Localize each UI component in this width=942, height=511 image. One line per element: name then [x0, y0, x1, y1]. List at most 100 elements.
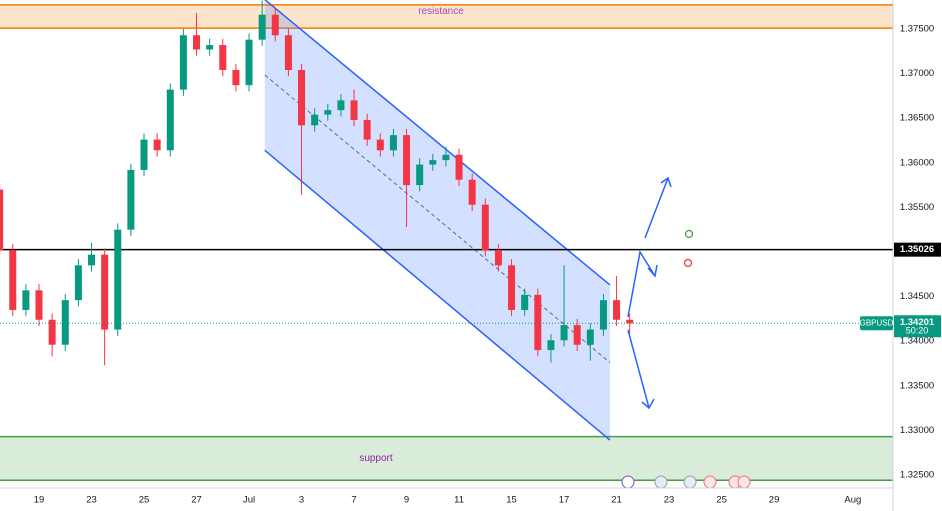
- x-tick-label: 15: [506, 495, 517, 506]
- event-icon[interactable]: [737, 475, 751, 489]
- candle-body: [534, 294, 542, 351]
- candle-body: [416, 164, 424, 186]
- x-tick-label: 19: [34, 495, 45, 506]
- candle-body: [166, 89, 174, 151]
- candle-body: [88, 254, 96, 266]
- candle-body: [114, 229, 122, 330]
- symbol-label: GBPUSD: [860, 318, 894, 327]
- arrow-head: [660, 176, 672, 188]
- y-tick-label: 1.32500: [900, 469, 934, 480]
- y-tick-label: 1.33500: [900, 380, 934, 391]
- candle-body: [193, 35, 201, 50]
- last-price-label: 1.34201: [900, 317, 935, 328]
- candle-body: [22, 290, 30, 310]
- event-icon[interactable]: [683, 475, 697, 489]
- candle-body: [9, 250, 17, 310]
- y-tick-label: 1.33000: [900, 425, 934, 436]
- candle-body: [455, 154, 463, 180]
- y-tick-label: 1.34000: [900, 336, 934, 347]
- x-tick-label: 27: [191, 495, 202, 506]
- channel-midline: [264, 74, 611, 363]
- x-tick-label: 17: [559, 495, 570, 506]
- y-tick-label: 1.34500: [900, 291, 934, 302]
- x-tick-label: 7: [351, 495, 356, 506]
- candle-body: [311, 114, 319, 126]
- x-tick-label: Jul: [243, 495, 255, 506]
- x-tick-label: 29: [769, 495, 780, 506]
- candle-body: [284, 35, 292, 71]
- candle-body: [389, 135, 397, 151]
- arrow-head: [641, 398, 655, 410]
- y-tick-label: 1.37000: [900, 68, 934, 79]
- candle-body: [179, 35, 187, 90]
- candle-body: [206, 45, 214, 50]
- arrow-head: [647, 264, 658, 278]
- candle-body: [219, 45, 227, 71]
- candle-body: [376, 139, 384, 151]
- candle-body: [363, 119, 371, 140]
- level-tag: [894, 242, 941, 257]
- x-tick-label: 23: [664, 495, 675, 506]
- candle-body: [494, 250, 502, 266]
- zone-label: resistance: [418, 6, 464, 17]
- x-tick-label: 9: [404, 495, 409, 506]
- event-icon[interactable]: [703, 475, 717, 489]
- marker: [683, 258, 693, 268]
- candle-body: [626, 319, 634, 324]
- zone: [0, 436, 893, 481]
- candle-body: [232, 70, 240, 86]
- candle-body: [442, 154, 450, 161]
- event-icon[interactable]: [621, 475, 635, 489]
- y-tick-label: 1.36000: [900, 157, 934, 168]
- x-tick-label: 11: [454, 495, 464, 506]
- candle-body: [140, 139, 148, 170]
- candle-body: [599, 300, 607, 330]
- candle-body: [547, 340, 555, 351]
- zone: [0, 4, 893, 29]
- symbol-tag: [860, 316, 893, 331]
- last-price-tag: [894, 315, 941, 338]
- y-tick-label: 1.36500: [900, 113, 934, 124]
- event-icon[interactable]: [654, 475, 668, 489]
- candle-body: [153, 139, 161, 151]
- candle-body: [403, 135, 411, 186]
- arrow: [627, 329, 650, 409]
- candle-body: [573, 325, 581, 345]
- candle-body: [613, 300, 621, 320]
- candle-body: [350, 100, 358, 120]
- x-tick-label: 21: [611, 495, 622, 506]
- y-tick-label: 1.37500: [900, 24, 934, 35]
- x-tick-label: 25: [716, 495, 727, 506]
- y-tick-label: 1.35500: [900, 202, 934, 213]
- candle-body: [481, 204, 489, 251]
- candle-body: [245, 39, 253, 86]
- candle-body: [324, 110, 332, 115]
- marker: [684, 229, 694, 239]
- candle-body: [127, 169, 135, 230]
- candle-body: [48, 319, 56, 345]
- candle-body: [560, 325, 568, 341]
- candle-body: [337, 100, 345, 111]
- candle-body: [298, 70, 306, 126]
- candle-body: [468, 179, 476, 205]
- channel-line: [264, 149, 611, 441]
- x-tick-label: 23: [86, 495, 97, 506]
- candle-body: [61, 300, 69, 345]
- candle-body: [0, 189, 4, 251]
- candle-body: [35, 290, 43, 320]
- x-tick-label: 3: [299, 495, 304, 506]
- candle-body: [271, 14, 279, 36]
- candle-body: [586, 329, 594, 345]
- candle-body: [508, 265, 516, 310]
- x-tick-label: Aug: [844, 495, 861, 506]
- countdown-label: 50:20: [906, 326, 929, 336]
- channel-line: [264, 0, 611, 286]
- candle-body: [521, 294, 529, 310]
- level-label: 1.35026: [900, 244, 934, 255]
- arrow: [627, 249, 656, 318]
- candle-body: [429, 160, 437, 165]
- zone-label: support: [359, 453, 393, 464]
